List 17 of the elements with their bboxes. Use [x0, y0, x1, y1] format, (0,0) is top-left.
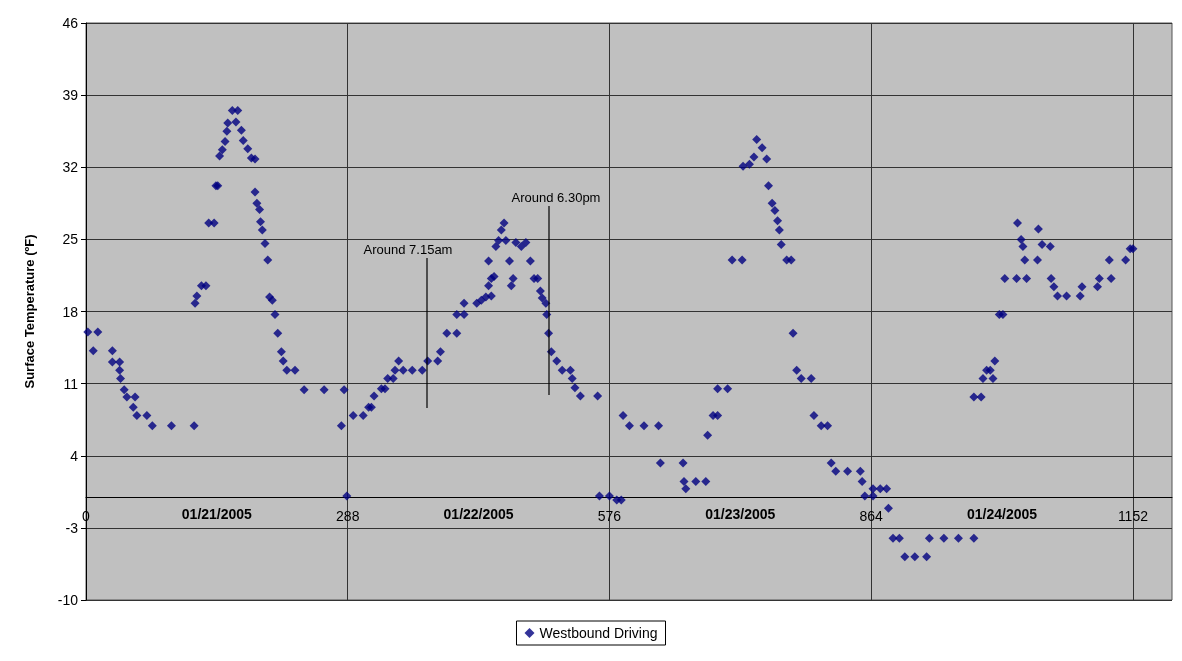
legend-label: Westbound Driving: [539, 625, 658, 641]
annotation: Around 7.15am: [363, 242, 453, 257]
y-tick-label: 39: [62, 87, 79, 104]
y-axis-title: Surface Temperature (ºF): [22, 234, 37, 389]
x-tick-label: 01/22/2005: [443, 505, 514, 522]
y-tick-label: -3: [65, 519, 79, 536]
y-tick-label: 32: [62, 159, 79, 176]
x-tick-label: 01/21/2005: [181, 505, 253, 522]
x-tick-label: 01/23/2005: [705, 505, 776, 522]
y-tick-label: -10: [57, 592, 79, 608]
annotation: Around 6.30pm: [511, 190, 601, 205]
y-tick-label: 4: [70, 447, 79, 464]
x-tick-label: 01/24/2005: [967, 505, 1038, 522]
y-tick-label: 11: [63, 375, 79, 392]
y-tick-label: 18: [62, 303, 79, 320]
y-tick-label: 25: [62, 231, 79, 248]
y-tick-label: 46: [62, 15, 79, 31]
